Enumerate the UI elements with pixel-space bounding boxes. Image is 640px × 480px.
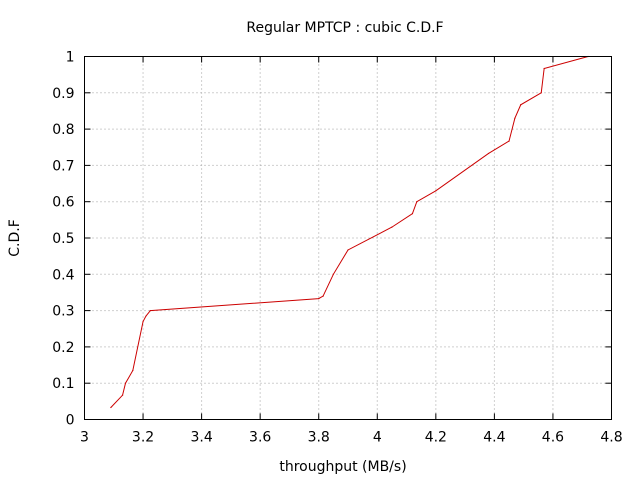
axis-ticks bbox=[84, 56, 612, 420]
cdf-point bbox=[142, 320, 144, 323]
x-tick-label: 4.2 bbox=[425, 430, 447, 446]
cdf-point bbox=[540, 92, 542, 94]
grid-lines bbox=[84, 56, 612, 420]
x-tick-label: 3.2 bbox=[132, 430, 154, 446]
x-tick-label: 3.6 bbox=[249, 430, 271, 446]
y-tick-label: 1 bbox=[66, 50, 75, 66]
x-tick-label: 4.6 bbox=[542, 430, 564, 446]
x-tick-labels: 3 3.2 3.4 3.6 3.8 4 4.2 4.4 4.6 4.8 bbox=[80, 430, 623, 446]
cdf-point bbox=[543, 67, 545, 70]
y-tick-label: 0.5 bbox=[52, 231, 74, 247]
cdf-point bbox=[121, 394, 124, 396]
cdf-point bbox=[110, 406, 112, 409]
x-tick-label: 3.8 bbox=[308, 430, 330, 446]
plot-frame bbox=[84, 56, 612, 420]
y-tick-label: 0.8 bbox=[52, 122, 74, 138]
cdf-point bbox=[347, 249, 349, 251]
cdf-point bbox=[149, 310, 151, 312]
x-axis-label: throughput (MB/s) bbox=[279, 459, 406, 475]
y-tick-label: 0.9 bbox=[52, 86, 74, 102]
y-tick-labels: 0 0.1 0.2 0.3 0.4 0.5 0.6 0.7 0.8 0.9 1 bbox=[52, 50, 74, 429]
cdf-point bbox=[435, 190, 437, 192]
cdf-point bbox=[132, 369, 134, 372]
x-tick-label: 4 bbox=[373, 430, 382, 446]
x-tick-label: 4.8 bbox=[600, 430, 622, 446]
chart-title: Regular MPTCP : cubic C.D.F bbox=[246, 20, 443, 36]
cdf-line bbox=[110, 56, 589, 408]
x-tick-label: 3.4 bbox=[190, 430, 212, 446]
cdf-point bbox=[391, 226, 393, 228]
cdf-point bbox=[508, 140, 510, 142]
y-tick-label: 0.7 bbox=[52, 158, 74, 174]
y-tick-label: 0.4 bbox=[52, 267, 74, 283]
x-tick-label: 3 bbox=[80, 430, 89, 446]
x-tick-label: 4.4 bbox=[483, 430, 505, 446]
cdf-point bbox=[416, 201, 418, 203]
cdf-point bbox=[322, 295, 324, 297]
y-axis-label: C.D.F bbox=[7, 219, 23, 257]
y-tick-label: 0.6 bbox=[52, 195, 74, 211]
series-layer bbox=[110, 55, 589, 409]
y-tick-label: 0.3 bbox=[52, 304, 74, 320]
y-tick-label: 0.1 bbox=[52, 376, 74, 392]
y-tick-label: 0 bbox=[66, 413, 75, 429]
cdf-point bbox=[411, 213, 414, 215]
cdf-point bbox=[332, 273, 334, 275]
cdf-point bbox=[514, 117, 516, 119]
y-tick-label: 0.2 bbox=[52, 340, 74, 356]
cdf-point bbox=[520, 104, 522, 106]
cdf-point bbox=[145, 315, 147, 317]
cdf-point bbox=[124, 382, 127, 384]
cdf-point bbox=[318, 298, 320, 300]
cdf-point bbox=[487, 152, 490, 155]
